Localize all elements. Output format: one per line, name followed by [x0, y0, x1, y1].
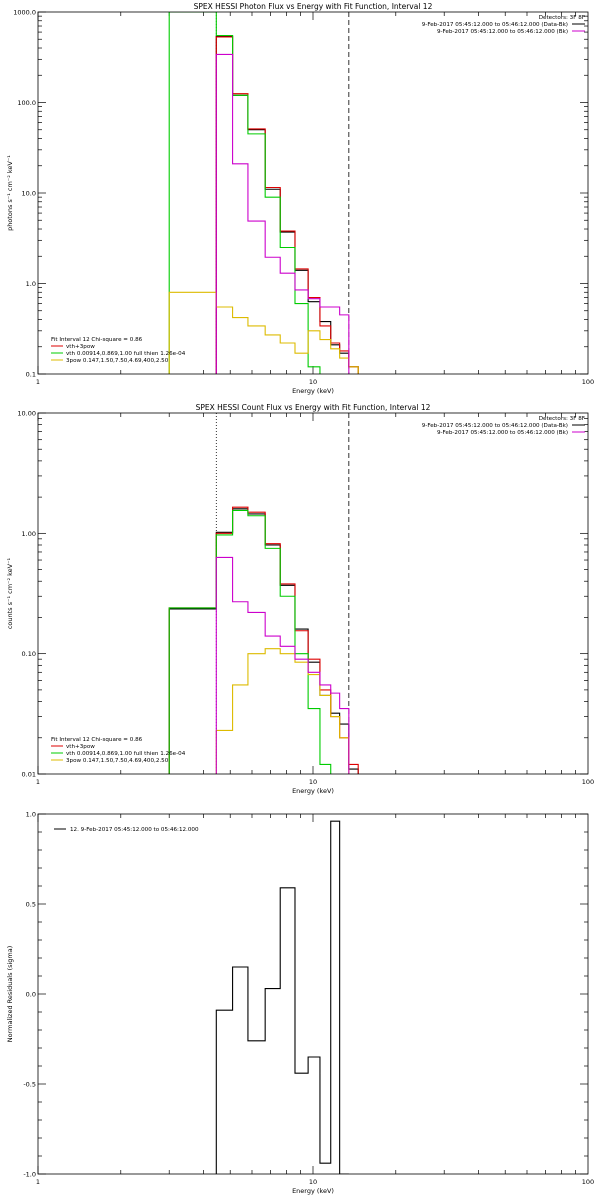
legend-title: Fit Interval 12 Chi-square = 0.86 — [51, 337, 143, 343]
x-tick-label: 10 — [309, 778, 317, 786]
legend-bottom-left: Fit Interval 12 Chi-square = 0.86vth+3po… — [51, 737, 186, 764]
x-tick-label: 100 — [582, 778, 594, 786]
series-3pow — [215, 648, 350, 774]
x-tick-label: 1 — [36, 778, 40, 786]
x-axis-label: Energy (keV) — [292, 387, 334, 395]
chart-title: SPEX HESSI Photon Flux vs Energy with Fi… — [194, 2, 433, 11]
chart-title: SPEX HESSI Count Flux vs Energy with Fit… — [196, 403, 431, 412]
y-tick-label: 10.0 — [22, 190, 36, 198]
series-vth+3pow — [215, 36, 359, 374]
series-group — [168, 506, 359, 774]
legend-entry-label: vth 0.00914,0.869,1.00 full thien 1.26e-… — [66, 751, 186, 757]
x-axis-label: Energy (keV) — [292, 787, 334, 795]
y-axis-label: Normalized Residuals (sigma) — [6, 946, 14, 1043]
series-Bk — [215, 556, 350, 774]
plot-frame — [37, 11, 589, 375]
series-residuals — [215, 820, 349, 1174]
y-tick-label: 10.00 — [17, 410, 36, 418]
series-vth — [168, 509, 332, 774]
series-Data-Bk — [215, 35, 359, 374]
legend-title: Detectors: 3F 8F — [539, 15, 585, 21]
y-axis-label: photons s⁻¹ cm⁻² keV⁻¹ — [6, 155, 14, 231]
y-tick-label: 1.0 — [26, 811, 36, 819]
legend-title: Detectors: 3F 8F — [539, 416, 585, 422]
series-Bk — [215, 53, 350, 374]
panel-1: SPEX HESSI Photon Flux vs Energy with Fi… — [6, 2, 594, 395]
x-tick-label: 1 — [36, 378, 40, 386]
x-tick-label: 1 — [36, 1178, 40, 1186]
legend-top-right: Detectors: 3F 8F9-Feb-2017 05:45:12.000 … — [422, 416, 585, 436]
legend-title: Fit Interval 12 Chi-square = 0.86 — [51, 737, 143, 743]
y-tick-label: -1.0 — [23, 1171, 36, 1179]
legend-entry-label: 3pow 0.147,1.50,7.50,4.69,400,2.50 — [66, 758, 169, 764]
series-group — [168, 12, 359, 374]
plot-frame — [37, 813, 589, 1175]
legend-entry-label: 9-Feb-2017 05:45:12.000 to 05:46:12.000 … — [422, 423, 568, 429]
plot-frame — [37, 412, 589, 775]
legend-entry-label: 9-Feb-2017 05:45:12.000 to 05:46:12.000 … — [437, 430, 568, 436]
y-tick-label: 0.0 — [26, 991, 36, 999]
legend-entry-label: vth+3pow — [66, 344, 95, 350]
series-vth+3pow — [168, 506, 359, 774]
y-tick-label: 0.1 — [26, 371, 36, 379]
panel-3: 1 10 100 Energy (keV) -1.0 -0.5 0.0 0.5 1.0 Norma… — [6, 811, 594, 1196]
y-tick-label: 0.5 — [26, 901, 36, 909]
legend-top-left: 12. 9-Feb-2017 05:45:12.000 to 05:46:12.… — [54, 827, 199, 833]
legend-top-right: Detectors: 3F 8F9-Feb-2017 05:45:12.000 … — [422, 15, 585, 35]
series-vth — [168, 12, 321, 374]
legend-entry-label: 12. 9-Feb-2017 05:45:12.000 to 05:46:12.… — [70, 827, 199, 833]
legend-entry-label: 3pow 0.147,1.50,7.50,4.69,400,2.50 — [66, 358, 169, 364]
series-group — [215, 820, 349, 1174]
x-tick-label: 100 — [582, 378, 594, 386]
legend-entry-label: vth+3pow — [66, 744, 95, 750]
y-tick-label: 1.00 — [22, 530, 36, 538]
y-tick-label: 1.0 — [26, 280, 36, 288]
y-tick-label: 100.0 — [17, 99, 36, 107]
y-tick-label: 1000.0 — [13, 9, 36, 17]
series-Data-Bk — [168, 508, 359, 774]
series-3pow — [168, 291, 359, 374]
x-tick-label: 10 — [309, 1178, 317, 1186]
y-tick-label: -0.5 — [23, 1081, 36, 1089]
legend-entry-label: 9-Feb-2017 05:45:12.000 to 05:46:12.000 … — [422, 22, 568, 28]
panel-2: SPEX HESSI Count Flux vs Energy with Fit… — [6, 403, 594, 795]
y-tick-label: 0.01 — [22, 771, 36, 779]
y-tick-label: 0.10 — [22, 650, 36, 658]
legend-bottom-left: Fit Interval 12 Chi-square = 0.86vth+3po… — [51, 337, 186, 364]
x-tick-label: 10 — [309, 378, 317, 386]
x-tick-label: 100 — [582, 1178, 594, 1186]
x-axis-label: Energy (keV) — [292, 1187, 334, 1195]
y-axis-label: counts s⁻¹ cm⁻² keV⁻¹ — [6, 557, 14, 629]
legend-entry-label: vth 0.00914,0.869,1.00 full thien 1.26e-… — [66, 351, 186, 357]
legend-entry-label: 9-Feb-2017 05:45:12.000 to 05:46:12.000 … — [437, 29, 568, 35]
